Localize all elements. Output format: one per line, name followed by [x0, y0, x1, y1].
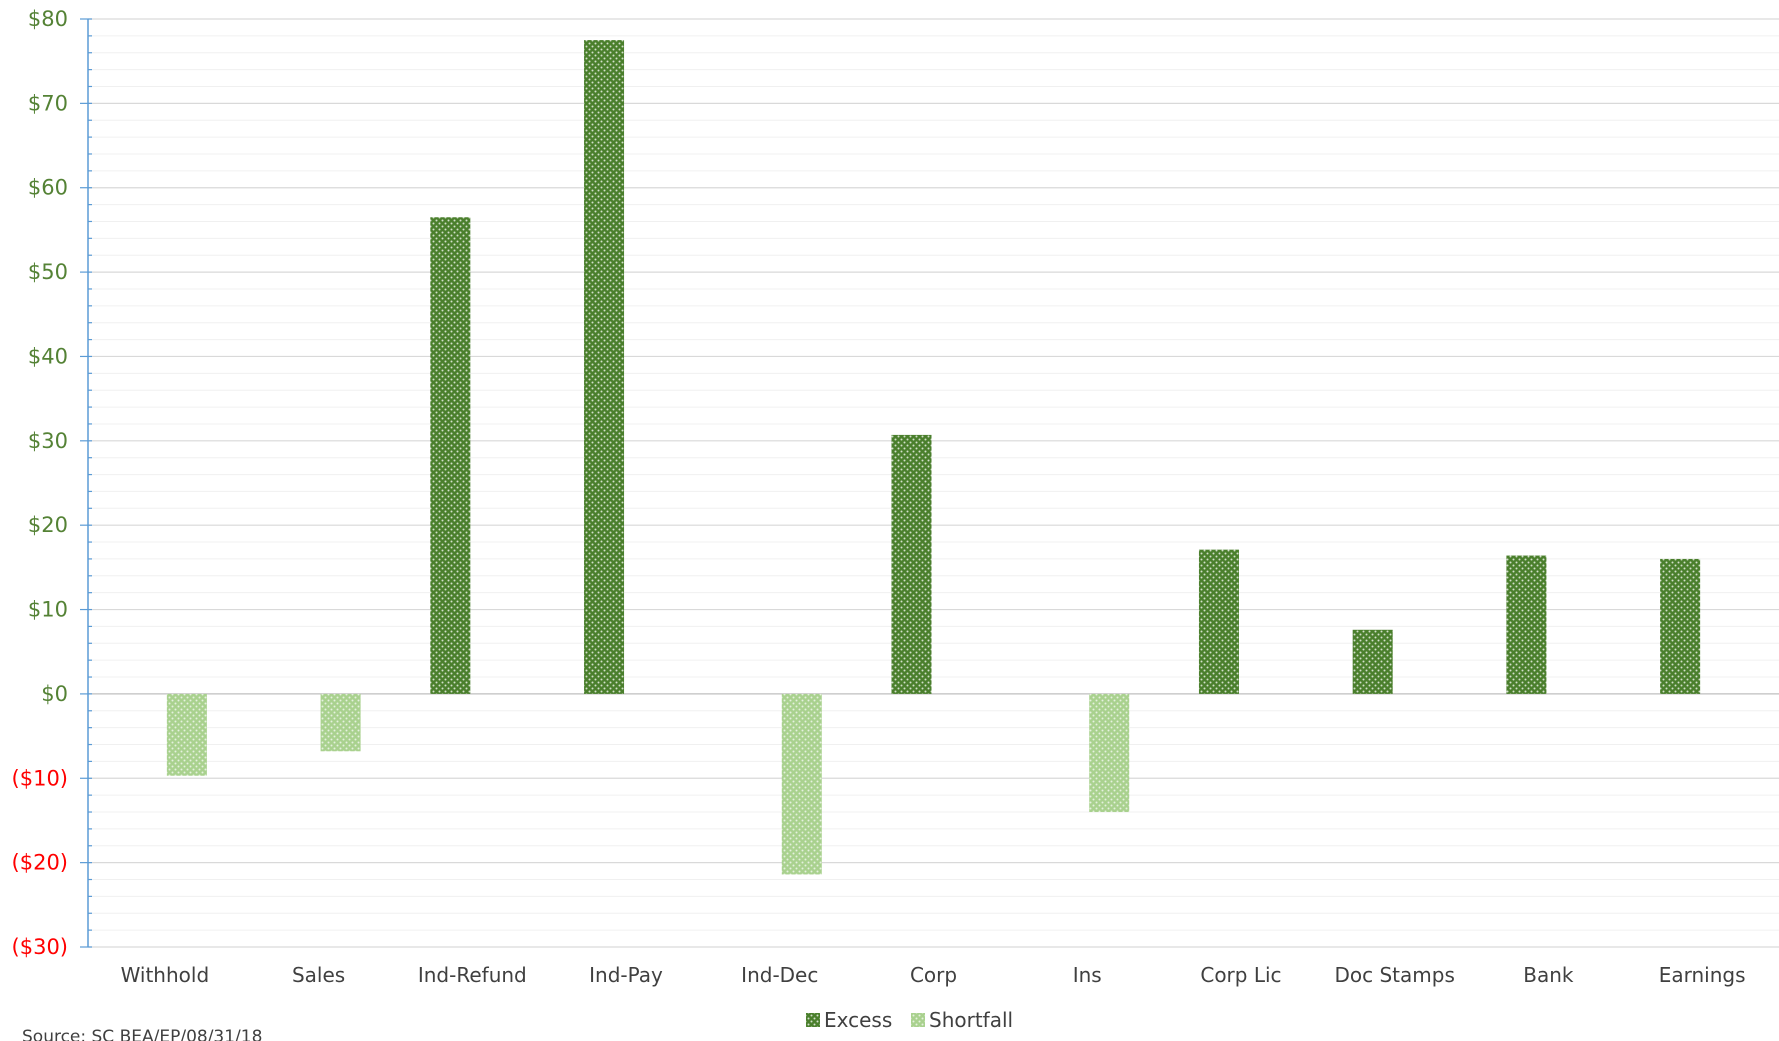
bar-shortfall: [166, 693, 207, 776]
legend-swatch-shortfall: [911, 1013, 925, 1027]
x-category-label: Ind-Pay: [589, 963, 663, 987]
x-category-labels: Withhold Sales Ind-Refund Ind-Pay Ind-Dec Cor…: [121, 963, 1746, 987]
bar-shortfall: [1089, 693, 1130, 813]
legend-label-excess: Excess: [824, 1008, 892, 1032]
x-category-label: Corp: [910, 963, 957, 987]
y-tick-label: $60: [28, 176, 68, 200]
legend-swatch-excess: [806, 1013, 820, 1027]
y-tick-label: ($30): [12, 935, 68, 959]
x-category-label: Corp Lic: [1200, 963, 1281, 987]
bars: [166, 40, 1701, 875]
y-tick-label: $70: [28, 91, 68, 115]
x-category-label: Ind-Dec: [741, 963, 818, 987]
y-tick-label: $20: [28, 513, 68, 537]
y-tick-label: $30: [28, 429, 68, 453]
y-tick-label: $0: [41, 682, 68, 706]
bar-excess: [1506, 555, 1547, 694]
bar-shortfall: [320, 693, 361, 752]
bar-excess: [1352, 629, 1393, 694]
source-note: Source: SC BEA/EP/08/31/18: [22, 1027, 263, 1041]
bar-excess: [584, 40, 625, 694]
bar-shortfall: [781, 693, 822, 875]
x-category-label: Withhold: [121, 963, 210, 987]
y-tick-labels: $80 $70 $60 $50 $40 $30 $20 $10 $0 ($10) ($20) ($30…: [12, 7, 68, 959]
x-category-label: Ins: [1073, 963, 1102, 987]
legend: Excess Shortfall: [806, 1008, 1013, 1032]
x-category-label: Earnings: [1659, 963, 1746, 987]
y-axis: [80, 18, 92, 948]
bar-excess: [430, 217, 471, 694]
bar-excess: [1660, 558, 1701, 694]
y-tick-label: $80: [28, 7, 68, 31]
x-category-label: Doc Stamps: [1334, 963, 1454, 987]
y-tick-label: $10: [28, 598, 68, 622]
y-tick-label: ($20): [12, 851, 68, 875]
x-category-label: Ind-Refund: [418, 963, 527, 987]
x-category-label: Sales: [292, 963, 345, 987]
legend-label-shortfall: Shortfall: [929, 1008, 1013, 1032]
bar-excess: [891, 434, 932, 694]
gridlines: [88, 18, 1779, 948]
y-tick-label: $40: [28, 344, 68, 368]
y-tick-label: $50: [28, 260, 68, 284]
x-category-label: Bank: [1523, 963, 1574, 987]
bar-excess: [1198, 549, 1239, 694]
y-tick-label: ($10): [12, 766, 68, 790]
